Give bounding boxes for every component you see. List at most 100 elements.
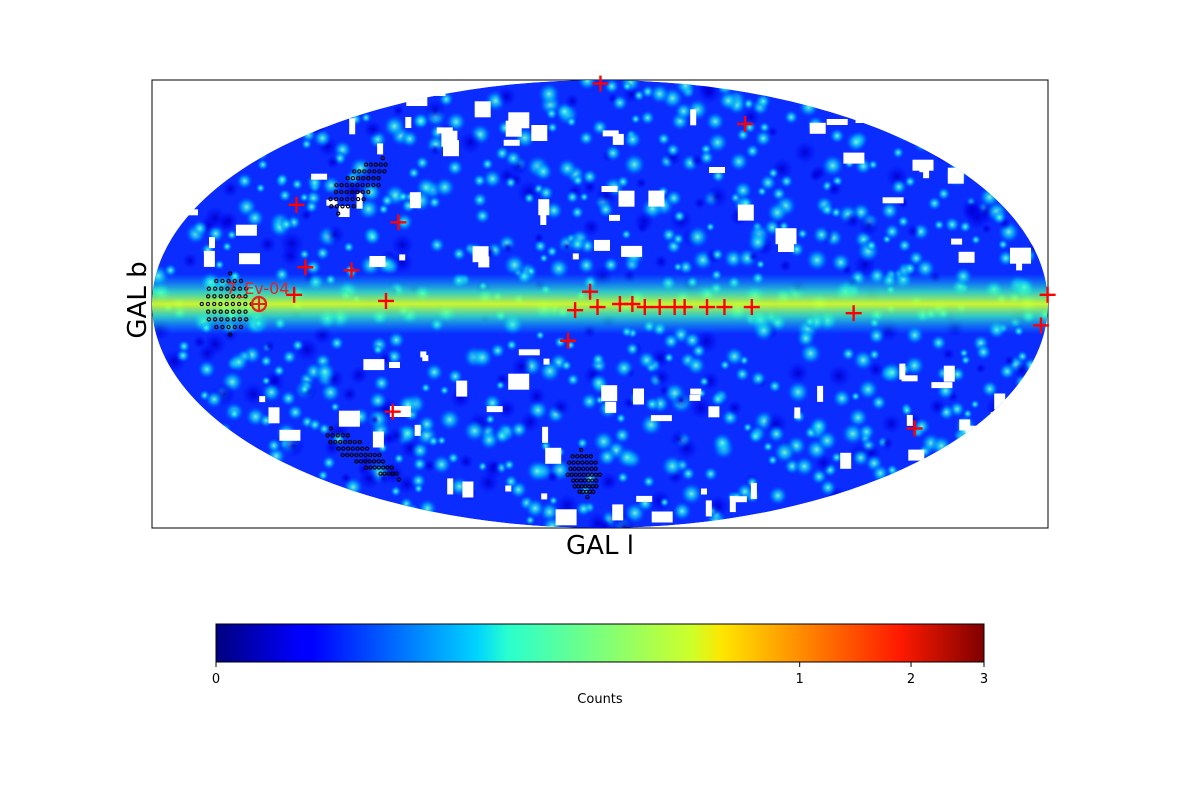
count-blob	[446, 158, 464, 177]
error-region-dot	[578, 447, 584, 453]
empty-pixel	[729, 496, 736, 513]
count-blob	[546, 121, 559, 134]
count-blob	[357, 197, 381, 221]
count-blob	[446, 451, 460, 465]
source-marker	[636, 299, 653, 316]
count-blob	[654, 254, 669, 269]
count-blob	[300, 138, 313, 151]
error-region-dot	[212, 309, 217, 314]
empty-pixel	[220, 121, 237, 133]
count-blob	[313, 360, 336, 383]
count-blob	[407, 166, 421, 180]
count-blob	[762, 441, 774, 453]
count-blob	[1030, 122, 1044, 135]
count-blob	[533, 161, 554, 182]
error-region-dot	[363, 465, 369, 470]
error-region-dot	[231, 317, 236, 322]
count-blob	[482, 458, 503, 480]
count-blob	[548, 495, 559, 506]
count-blob	[972, 106, 991, 124]
empty-pixel	[1016, 449, 1033, 461]
count-blob	[523, 192, 536, 205]
empty-pixel	[705, 500, 712, 517]
count-blob	[705, 221, 716, 232]
count-blob	[232, 508, 255, 528]
empty-pixel	[160, 408, 172, 420]
count-blob	[897, 238, 912, 253]
count-blob	[330, 494, 349, 513]
count-blob	[341, 386, 358, 402]
error-region-dot	[576, 466, 582, 471]
count-blob	[232, 132, 245, 145]
count-blob	[538, 253, 549, 264]
count-blob	[754, 129, 773, 148]
count-blob	[988, 167, 1008, 187]
count-blob	[388, 503, 409, 524]
count-blob	[510, 356, 533, 378]
count-blob	[310, 489, 328, 507]
count-blob	[853, 80, 877, 104]
count-blob	[944, 216, 961, 233]
empty-pixel	[182, 209, 198, 216]
error-region	[199, 271, 254, 337]
galactic-plane-band	[152, 274, 1048, 334]
error-region-dot	[355, 182, 360, 188]
count-blob	[796, 228, 809, 240]
error-region-dot	[199, 301, 204, 307]
empty-pixel	[356, 192, 363, 209]
error-region-dot	[339, 182, 344, 188]
empty-pixel	[908, 449, 925, 461]
count-blob	[222, 180, 239, 198]
count-blob	[978, 451, 999, 472]
count-blob	[201, 95, 222, 117]
count-blob	[471, 191, 488, 208]
empty-pixel	[931, 382, 953, 389]
empty-pixel	[436, 127, 453, 134]
count-blob	[287, 501, 303, 517]
error-region-dot	[236, 301, 242, 307]
count-blob	[496, 86, 517, 107]
error-region-dot	[243, 294, 248, 299]
count-blob	[673, 393, 689, 408]
count-blob	[842, 90, 861, 109]
count-blob	[718, 517, 732, 528]
empty-pixel	[239, 253, 260, 265]
empty-pixel	[531, 125, 548, 141]
count-blob	[710, 391, 726, 407]
empty-pixel	[612, 133, 624, 145]
source-marker	[624, 296, 641, 312]
count-blob	[727, 400, 743, 416]
count-blob	[545, 107, 559, 121]
empty-pixel	[846, 91, 858, 108]
count-blob	[367, 498, 391, 522]
empty-pixel	[462, 481, 474, 498]
error-region-dot	[339, 189, 344, 195]
error-region-dot	[390, 471, 395, 476]
count-blob	[217, 422, 232, 438]
error-region-dot	[345, 176, 350, 181]
error-region-dot	[212, 294, 217, 299]
empty-pixel	[218, 515, 235, 528]
count-blob	[967, 426, 992, 451]
error-region-dot	[206, 286, 212, 291]
count-blob	[1004, 427, 1020, 444]
empty-pixel	[338, 206, 350, 217]
count-blob	[446, 368, 464, 385]
empty-pixel	[750, 483, 757, 499]
source-markers	[286, 75, 1056, 437]
error-region-dot	[360, 189, 366, 195]
count-blob	[1019, 171, 1038, 190]
count-blob	[679, 482, 704, 506]
count-blob	[591, 352, 606, 367]
error-region-dot	[361, 196, 366, 202]
count-blob	[424, 362, 444, 382]
count-blob	[707, 495, 730, 518]
error-region-dot	[344, 189, 349, 195]
source-marker	[737, 115, 754, 132]
empty-pixel	[959, 419, 971, 431]
empty-pixel	[965, 425, 987, 442]
count-blob	[1014, 408, 1035, 430]
count-blob	[767, 424, 786, 444]
empty-pixel	[906, 414, 913, 426]
source-marker	[743, 299, 760, 316]
